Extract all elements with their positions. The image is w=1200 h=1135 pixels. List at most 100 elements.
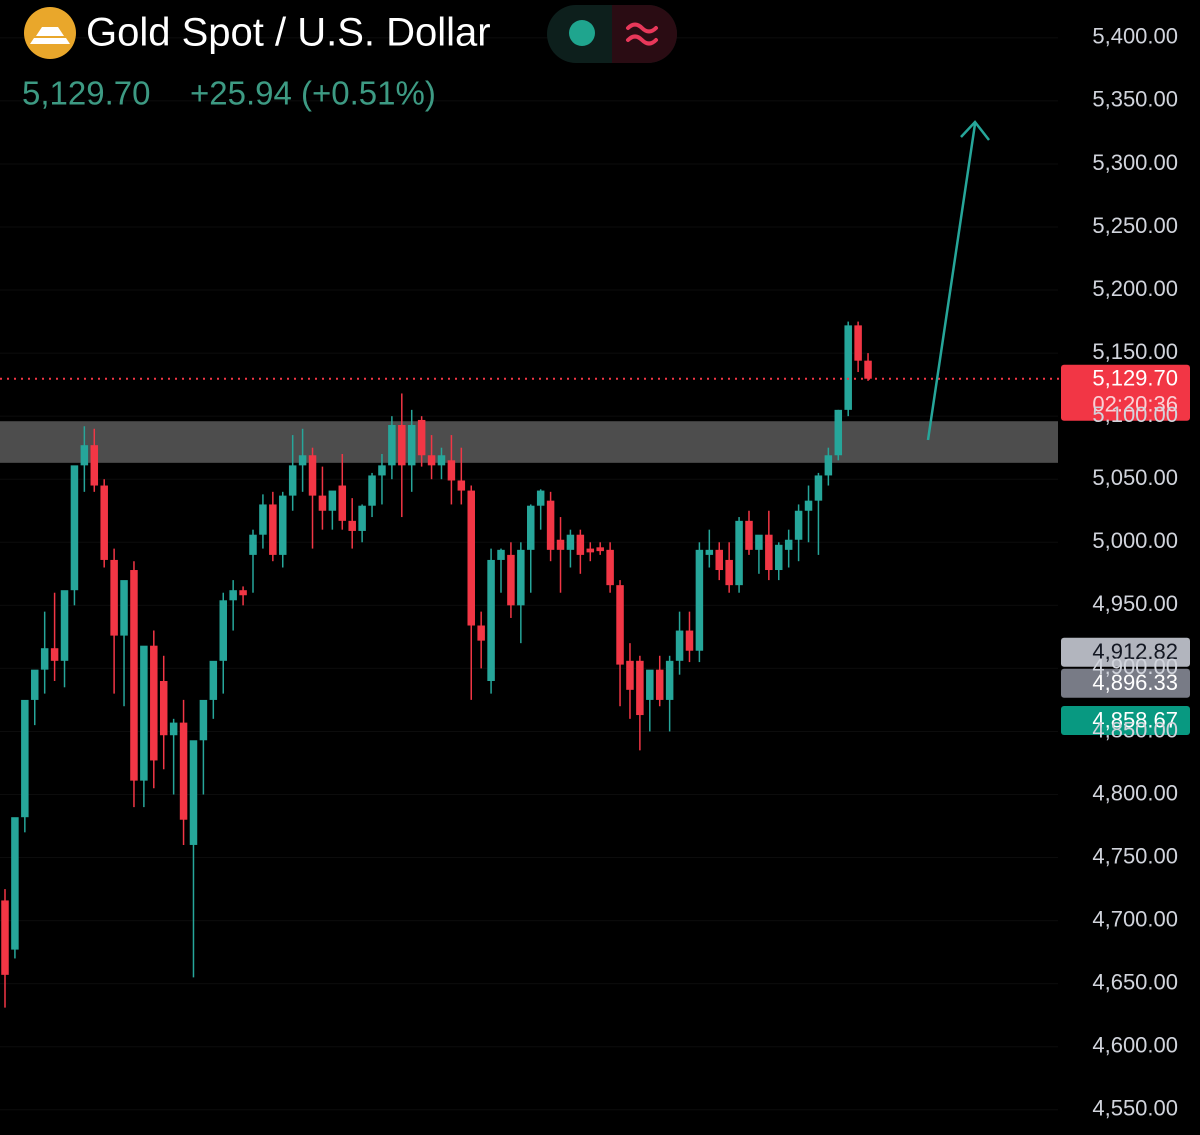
candle-body (685, 630, 694, 651)
y-tick-label: 4,800.00 (1092, 780, 1178, 805)
candle-body (219, 600, 227, 661)
grid (0, 37, 1058, 1111)
arrow-shaft (926, 123, 977, 441)
candle-body (467, 490, 475, 626)
candle-body (546, 500, 555, 550)
candle-body (596, 547, 604, 552)
candle-body (655, 669, 664, 700)
candle-body (507, 554, 515, 606)
y-tick-label: 5,300.00 (1092, 150, 1178, 175)
candle-body (60, 590, 69, 661)
y-tick-label: 5,100.00 (1092, 402, 1178, 427)
candle-body (586, 548, 595, 553)
candle-body (189, 740, 198, 845)
candle-body (398, 424, 406, 466)
candle-body (209, 660, 218, 700)
y-tick-label: 4,600.00 (1092, 1033, 1178, 1058)
candle-body (626, 660, 634, 690)
candle-body (100, 485, 108, 560)
candle-body (556, 539, 565, 550)
candle-body (824, 455, 833, 476)
candle-body (646, 669, 654, 700)
candle-body (298, 455, 307, 466)
candle-body (249, 534, 257, 555)
candle-body (527, 505, 535, 550)
candle-body (31, 669, 39, 700)
candle-body (437, 455, 446, 466)
candle-body (864, 360, 872, 379)
candle-body (665, 660, 674, 700)
candle-body (50, 648, 59, 661)
candle-body (606, 549, 614, 586)
y-tick-label: 5,150.00 (1092, 339, 1178, 364)
candle-body (328, 490, 337, 511)
candle-body (854, 325, 862, 361)
approx-icon (626, 22, 658, 46)
current-price-label: 5,129.70 (1092, 366, 1178, 391)
current-price-tag (1061, 364, 1190, 421)
candle-body (348, 520, 356, 531)
candle-body (199, 699, 208, 741)
candle-body (120, 580, 128, 636)
y-tick-label: 4,550.00 (1092, 1096, 1178, 1121)
candle-body (487, 559, 495, 681)
y-tick-label: 4,650.00 (1092, 969, 1178, 994)
candle-body (417, 419, 426, 456)
candle-body (179, 722, 188, 820)
price-tag-label: 4,912.82 (1092, 639, 1178, 664)
candle-body (407, 424, 416, 466)
y-tick-label: 4,850.00 (1092, 717, 1178, 742)
candle-body (169, 722, 178, 736)
candle-body (21, 699, 29, 818)
candles (1, 321, 872, 1008)
candle-body (110, 559, 118, 636)
candle-body (318, 495, 327, 511)
candle-body (427, 455, 436, 466)
price-tag (1061, 706, 1190, 736)
candle-body (338, 485, 347, 521)
zone-layer (0, 421, 1058, 463)
candle-body (675, 630, 684, 661)
candle-body (636, 660, 644, 716)
y-tick-label: 5,250.00 (1092, 213, 1178, 238)
y-tick-label: 5,050.00 (1092, 465, 1178, 490)
last-price: 5,129.70 (22, 75, 150, 112)
title: Gold Spot / U.S. Dollar (86, 11, 491, 55)
y-tick-label: 5,200.00 (1092, 276, 1178, 301)
candle-body (814, 475, 823, 501)
candle-body (457, 480, 466, 491)
candle-body (844, 325, 852, 410)
candle-body (765, 534, 773, 571)
y-tick-label: 4,900.00 (1092, 654, 1178, 679)
y-tick-label: 5,000.00 (1092, 528, 1178, 553)
candle-body (378, 465, 386, 476)
candle-body (150, 645, 158, 761)
candle-body (616, 585, 624, 665)
candle-body (358, 505, 366, 531)
candle-body (308, 455, 317, 496)
candle-body (784, 539, 793, 550)
candle-body (368, 475, 376, 506)
header: Gold Spot / U.S. Dollar 5,129.70 +25.94 … (22, 5, 677, 112)
candle-body (70, 465, 79, 591)
candle-body (130, 570, 138, 781)
logo-bars (30, 27, 70, 44)
y-tick-label: 4,700.00 (1092, 906, 1178, 931)
arrow-head (960, 120, 990, 141)
candle-body (497, 549, 505, 560)
status-pill-right (612, 5, 677, 63)
candle-body (140, 645, 148, 781)
y-tick-label: 5,400.00 (1092, 24, 1178, 49)
candle-body (159, 681, 168, 736)
candle-body (576, 534, 585, 555)
y-tick-label: 4,750.00 (1092, 843, 1178, 868)
price-tag-label: 4,858.67 (1092, 707, 1178, 732)
candle-body (695, 549, 704, 651)
y-tick-label: 4,950.00 (1092, 591, 1178, 616)
candle-body (517, 549, 525, 606)
resistance-zone (0, 421, 1058, 463)
projection-arrow (926, 120, 990, 441)
candle-body (447, 460, 456, 481)
candle-body (725, 559, 733, 586)
